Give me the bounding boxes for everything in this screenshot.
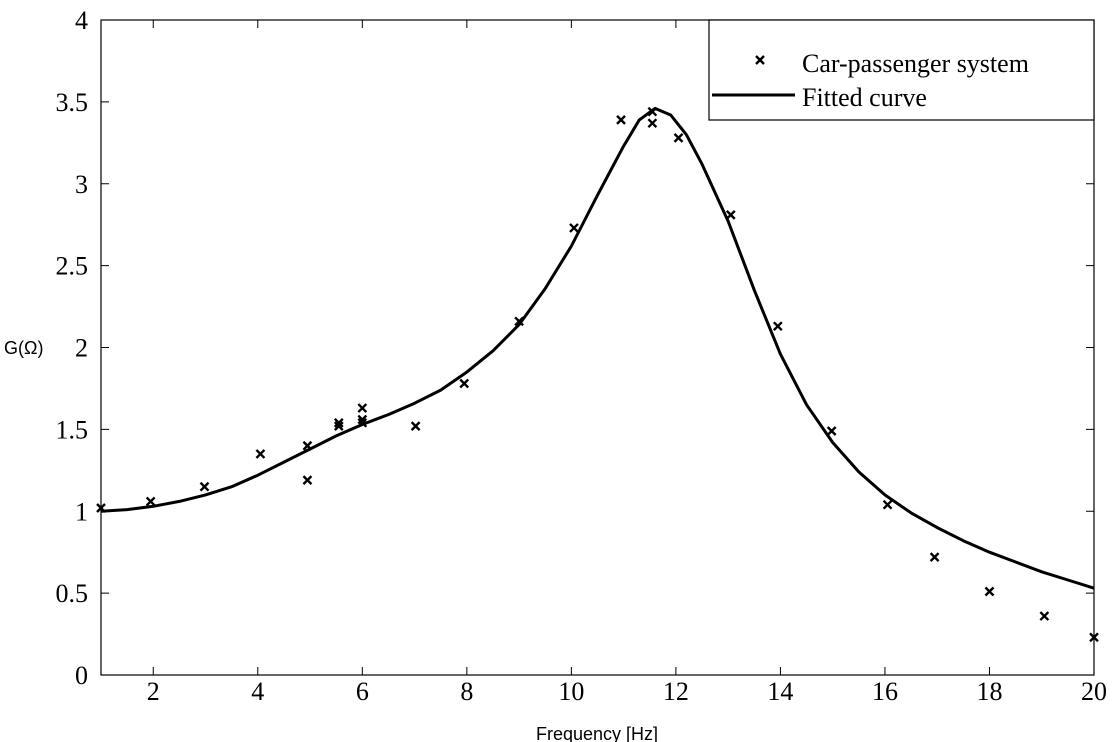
data-point xyxy=(725,210,736,220)
data-point xyxy=(199,481,210,492)
data-point xyxy=(929,552,940,562)
y-axis-title: G(Ω) xyxy=(4,338,43,358)
data-point xyxy=(826,426,837,436)
legend-marker-icon xyxy=(755,55,765,65)
y-tick-label: 2 xyxy=(75,334,88,363)
data-point xyxy=(882,499,893,510)
data-point xyxy=(410,421,421,431)
car-passenger-markers xyxy=(96,106,1099,643)
y-tick-label: 1 xyxy=(75,497,88,526)
data-point xyxy=(647,106,658,117)
legend-entry-curve: Fitted curve xyxy=(802,83,927,112)
data-point xyxy=(357,417,368,428)
tick-labels: 2 4 6 8 10 12 14 16 18 20 0 0.5 1 1.5 2 2.5 3 3.5 4 xyxy=(56,6,1108,706)
x-axis-title: Frequency [Hz] xyxy=(536,724,658,742)
fitted-curve-line xyxy=(100,106,1095,590)
data-point xyxy=(514,316,524,327)
y-tick-label: 3.5 xyxy=(56,88,89,117)
data-point xyxy=(333,421,344,431)
plot-frame xyxy=(100,19,1095,676)
data-point xyxy=(673,133,684,143)
data-point xyxy=(1039,611,1050,621)
y-tick-label: 3 xyxy=(75,170,88,199)
legend-entry-markers: Car-passenger system xyxy=(802,49,1029,78)
y-tick-label: 0 xyxy=(75,661,88,690)
y-tick-label: 0.5 xyxy=(56,579,89,608)
x-tick-label: 14 xyxy=(767,677,793,706)
data-point xyxy=(647,118,658,129)
fitted-curve-series xyxy=(100,106,1095,590)
y-tick-label: 2.5 xyxy=(56,252,89,281)
data-point xyxy=(984,586,995,597)
x-tick-label: 8 xyxy=(460,677,473,706)
x-tick-label: 20 xyxy=(1081,677,1107,706)
data-point xyxy=(772,321,783,332)
y-tick-label: 4 xyxy=(75,6,88,35)
x-tick-label: 10 xyxy=(558,677,584,706)
data-point xyxy=(302,440,313,451)
data-point xyxy=(357,403,368,413)
x-tick-label: 12 xyxy=(663,677,689,706)
data-point xyxy=(255,449,266,459)
x-tick-label: 4 xyxy=(251,677,264,706)
legend-marker-sample xyxy=(755,55,765,65)
legend-box xyxy=(708,19,1095,121)
data-point xyxy=(333,417,344,428)
data-point xyxy=(569,223,579,233)
data-point xyxy=(145,496,156,507)
x-tick-label: 2 xyxy=(147,677,160,706)
x-tick-label: 18 xyxy=(976,677,1002,706)
plot-background xyxy=(101,20,1094,675)
data-point xyxy=(302,475,313,485)
y-tick-label: 1.5 xyxy=(56,415,89,444)
legend: Car-passenger system Fitted curve xyxy=(708,19,1095,121)
data-point xyxy=(357,414,368,425)
x-tick-label: 16 xyxy=(872,677,898,706)
data-point xyxy=(616,115,626,125)
x-tick-label: 6 xyxy=(356,677,369,706)
data-point xyxy=(459,378,470,389)
